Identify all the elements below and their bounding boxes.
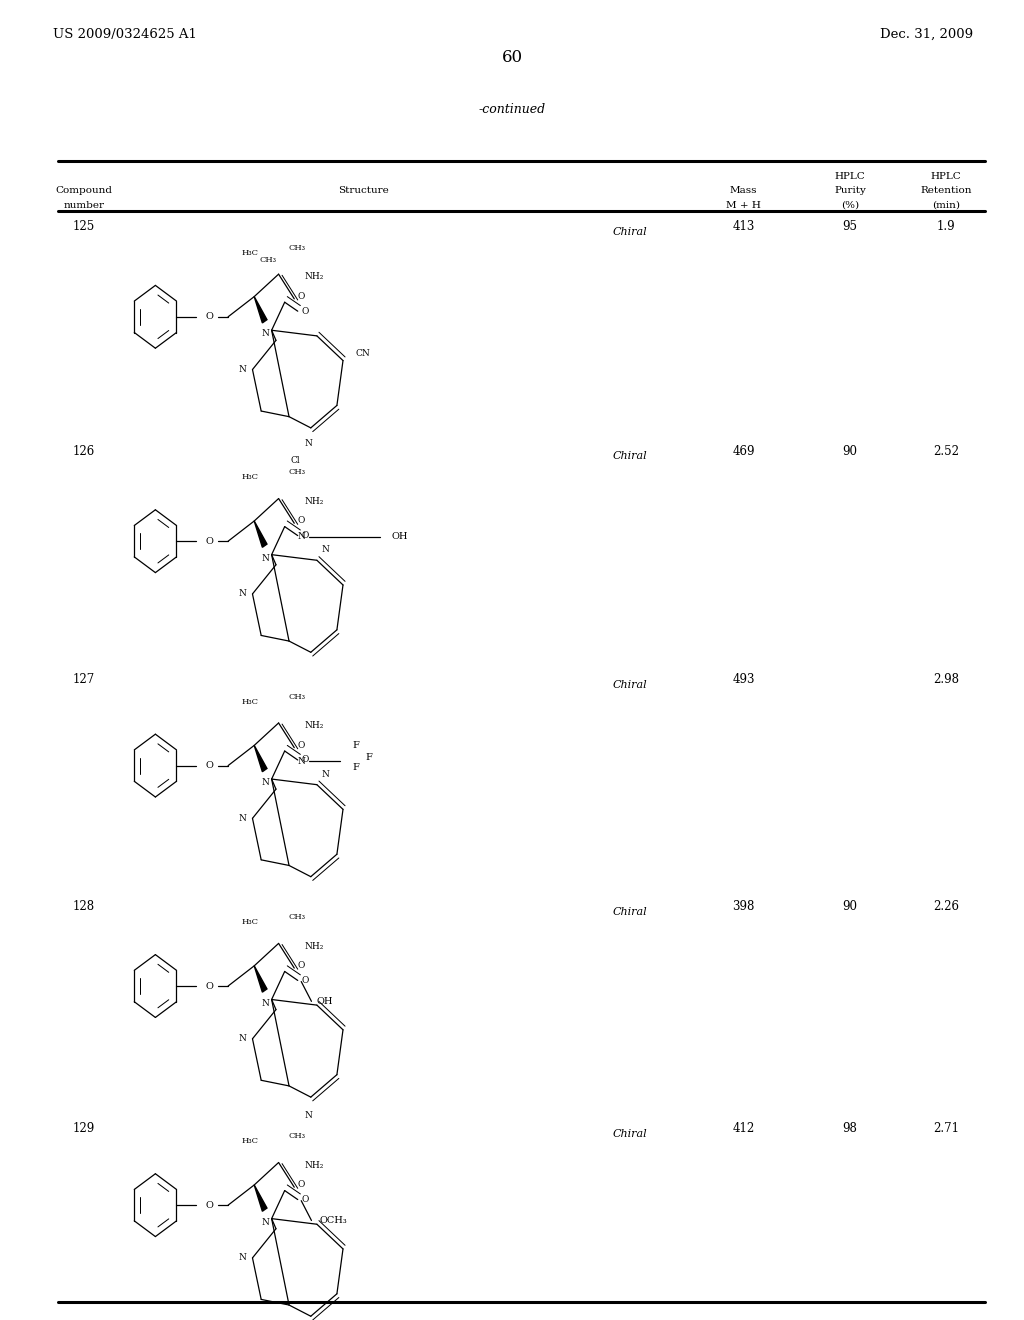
Text: 493: 493 [732,673,755,686]
Text: H₃C: H₃C [241,474,258,482]
Text: NH₂: NH₂ [304,1160,324,1170]
Text: 128: 128 [73,900,95,913]
Text: CN: CN [355,350,370,359]
Text: N: N [305,1111,312,1121]
Text: Mass: Mass [730,186,757,195]
Text: NH₂: NH₂ [304,941,324,950]
Text: 413: 413 [732,220,755,234]
Text: Chiral: Chiral [612,451,647,462]
Text: N: N [239,366,246,374]
Text: N: N [262,553,269,562]
Text: Chiral: Chiral [612,907,647,917]
Text: 60: 60 [502,49,522,66]
Text: CH₃: CH₃ [259,256,276,264]
Text: N: N [239,1035,246,1043]
Text: US 2009/0324625 A1: US 2009/0324625 A1 [53,28,198,41]
Text: N: N [262,998,269,1007]
Text: 412: 412 [732,1122,755,1135]
Text: O: O [301,306,308,315]
Text: Chiral: Chiral [612,227,647,238]
Text: 469: 469 [732,445,755,458]
Text: N: N [239,1254,246,1262]
Text: O: O [301,975,308,985]
Text: Retention: Retention [921,186,972,195]
Text: Dec. 31, 2009: Dec. 31, 2009 [880,28,973,41]
Text: Purity: Purity [834,186,866,195]
Text: O: O [298,1180,305,1189]
Text: Chiral: Chiral [612,680,647,690]
Text: O: O [298,516,305,525]
Text: Structure: Structure [338,186,389,195]
Text: Chiral: Chiral [612,1129,647,1139]
Text: number: number [63,201,104,210]
Text: H₃C: H₃C [241,1138,258,1146]
Text: N: N [322,770,329,779]
Text: OH: OH [316,997,333,1006]
Text: Cl: Cl [291,457,300,466]
Text: O: O [298,961,305,970]
Text: O: O [301,755,308,764]
Text: N: N [297,756,305,766]
Text: N: N [239,590,246,598]
Polygon shape [254,297,267,323]
Text: 125: 125 [73,220,95,234]
Text: 126: 126 [73,445,95,458]
Text: 90: 90 [843,445,857,458]
Text: NH₂: NH₂ [304,721,324,730]
Text: O: O [298,292,305,301]
Text: 1.9: 1.9 [937,220,955,234]
Text: F: F [366,752,373,762]
Text: O: O [301,531,308,540]
Text: OH: OH [392,532,409,541]
Text: NH₂: NH₂ [304,496,324,506]
Text: HPLC: HPLC [931,172,962,181]
Text: N: N [239,814,246,822]
Text: F: F [352,741,359,750]
Text: CH₃: CH₃ [289,244,306,252]
Text: 2.52: 2.52 [933,445,959,458]
Text: O: O [301,1195,308,1204]
Text: O: O [205,762,213,770]
Text: 2.98: 2.98 [933,673,959,686]
Text: (min): (min) [932,201,961,210]
Text: CH₃: CH₃ [289,693,306,701]
Text: 2.26: 2.26 [933,900,959,913]
Text: F: F [352,763,359,772]
Text: 98: 98 [843,1122,857,1135]
Text: Compound: Compound [55,186,113,195]
Text: O: O [205,982,213,990]
Text: O: O [205,1201,213,1209]
Text: (%): (%) [841,201,859,210]
Text: HPLC: HPLC [835,172,865,181]
Text: N: N [262,777,269,787]
Polygon shape [254,1185,267,1212]
Text: 129: 129 [73,1122,95,1135]
Text: CH₃: CH₃ [289,1133,306,1140]
Text: N: N [262,1217,269,1226]
Polygon shape [254,746,267,772]
Text: 127: 127 [73,673,95,686]
Text: 95: 95 [843,220,857,234]
Text: 2.71: 2.71 [933,1122,959,1135]
Text: O: O [298,741,305,750]
Polygon shape [254,521,267,548]
Text: NH₂: NH₂ [304,272,324,281]
Text: OCH₃: OCH₃ [319,1216,347,1225]
Text: H₃C: H₃C [241,698,258,706]
Text: 90: 90 [843,900,857,913]
Text: H₃C: H₃C [241,249,258,257]
Polygon shape [254,966,267,993]
Text: N: N [305,440,312,449]
Text: H₃C: H₃C [241,919,258,927]
Text: 398: 398 [732,900,755,913]
Text: O: O [205,537,213,545]
Text: M + H: M + H [726,201,761,210]
Text: N: N [262,329,269,338]
Text: -continued: -continued [478,103,546,116]
Text: N: N [297,532,305,541]
Text: CH₃: CH₃ [289,469,306,477]
Text: O: O [205,313,213,321]
Text: N: N [322,545,329,554]
Text: CH₃: CH₃ [289,913,306,921]
